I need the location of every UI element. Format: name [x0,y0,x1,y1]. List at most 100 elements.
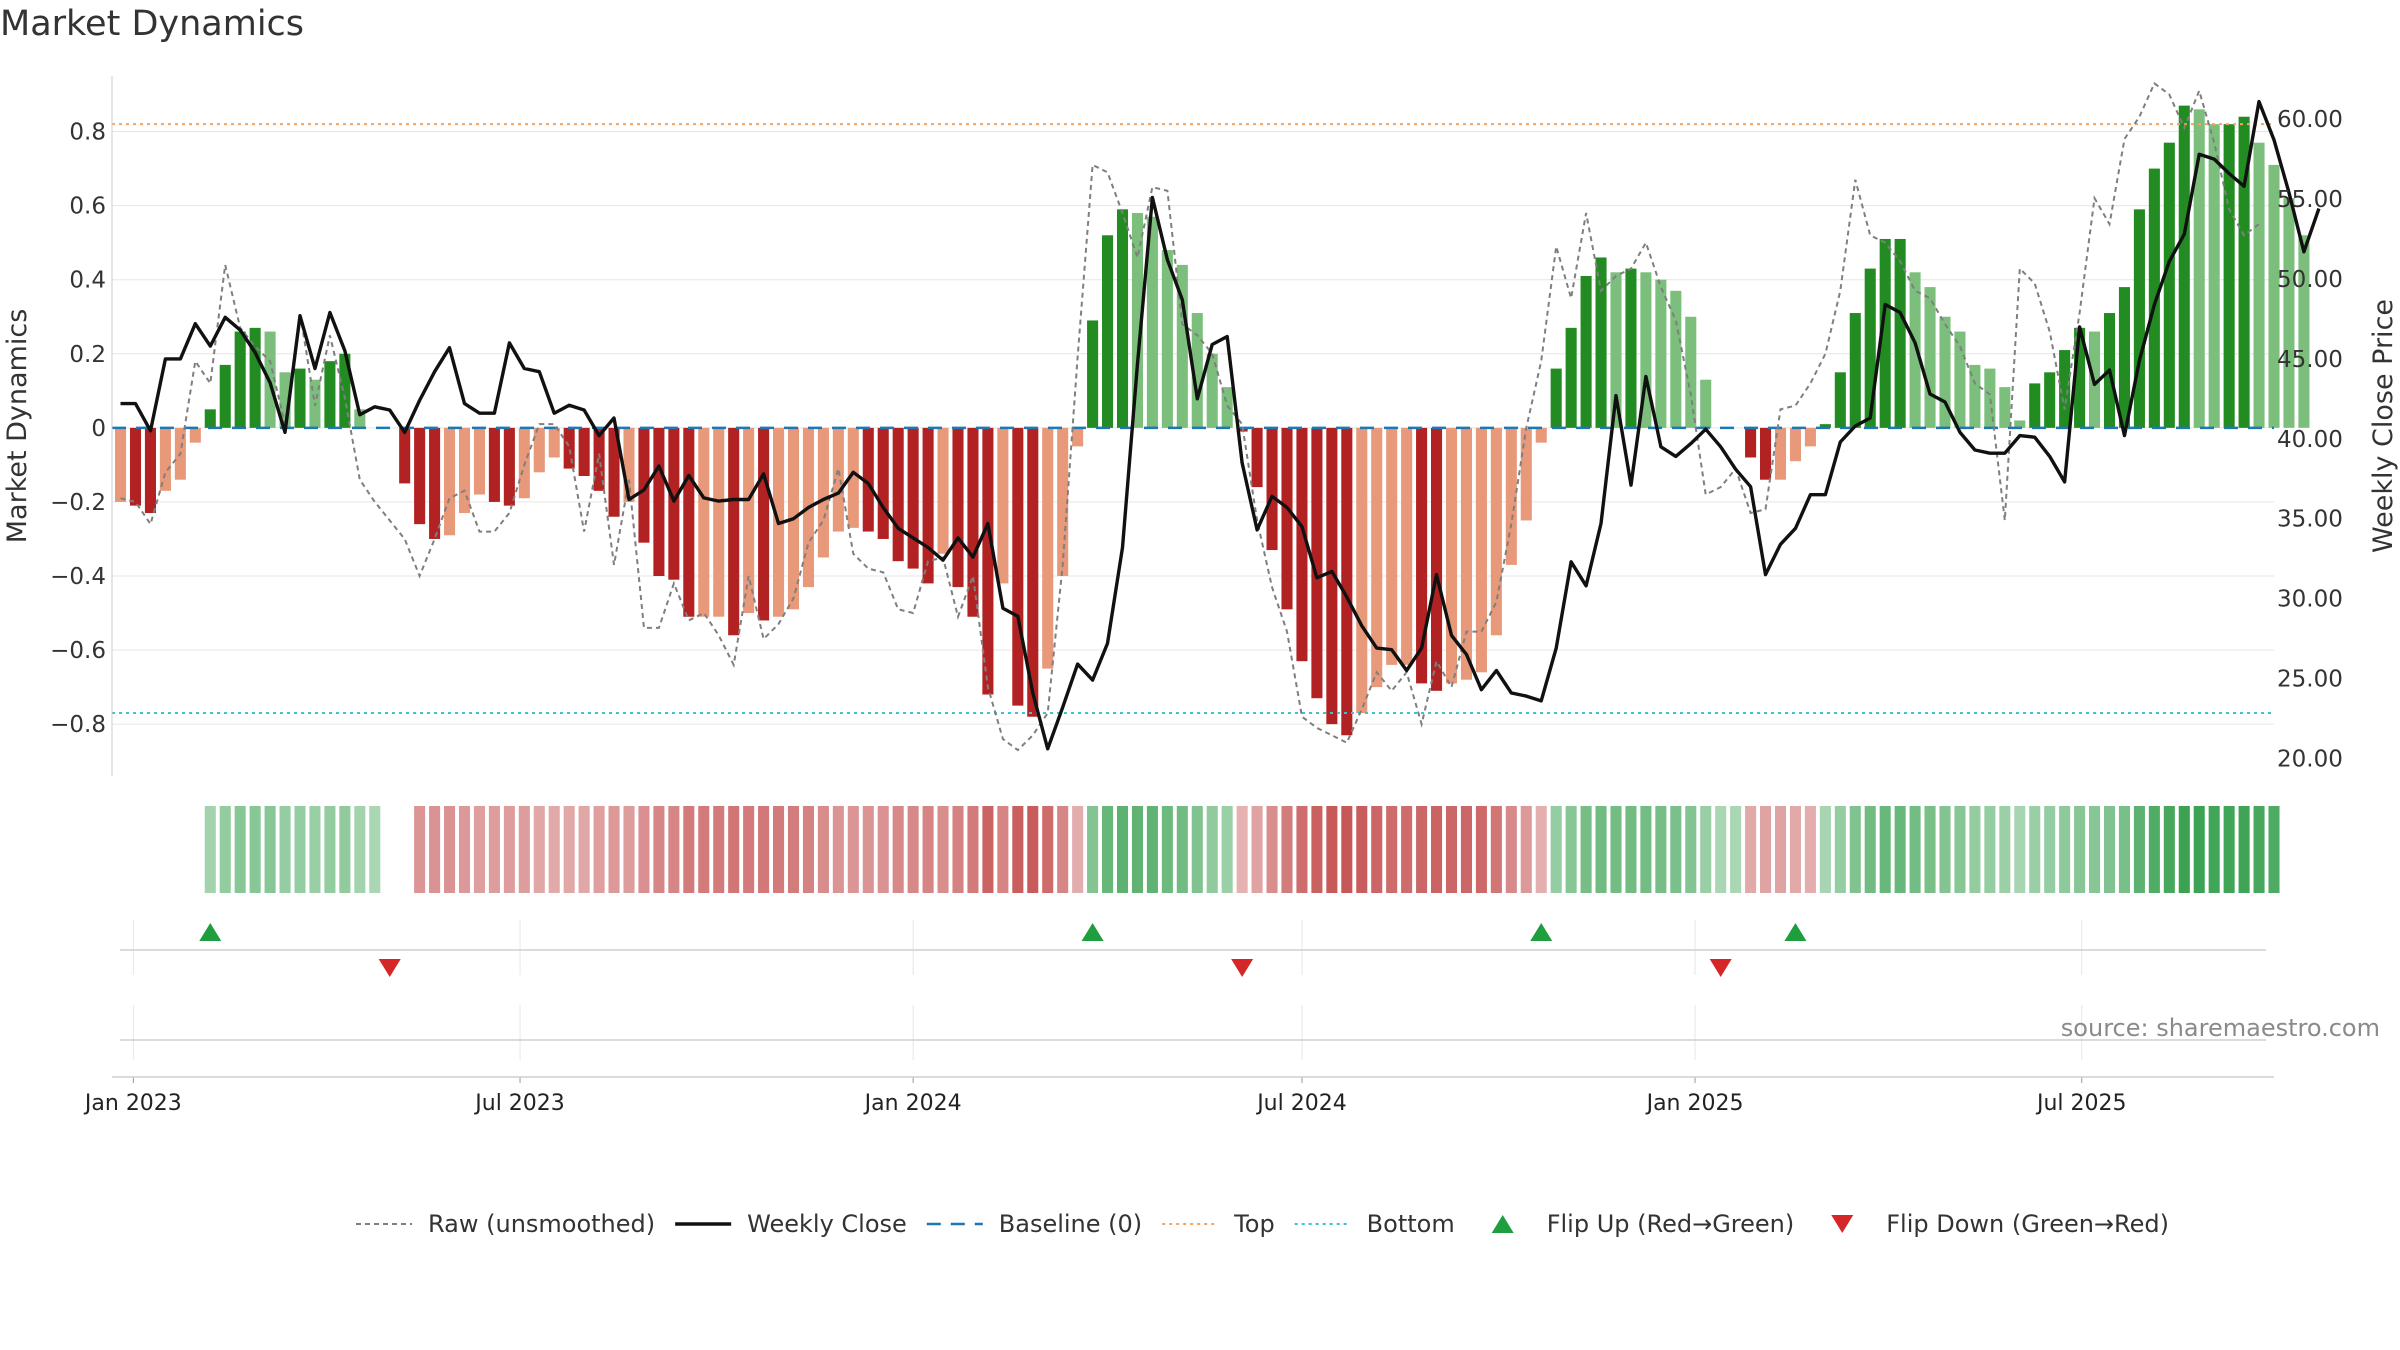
md-bar [997,427,1009,584]
md-bar [1386,427,1398,665]
heat-cell [1401,806,1413,893]
heat-cell [1116,806,1129,893]
md-bar [548,427,560,458]
heat-cell [638,806,650,893]
heat-cell [249,806,261,893]
heat-cell [2118,806,2130,893]
md-bar [713,427,725,617]
md-bar [1969,364,1981,428]
md-bar [1281,427,1293,610]
heat-cell [204,806,216,893]
x-tick-label: Jan 2025 [1645,1091,1744,1116]
md-bar [533,427,545,473]
heat-cell [1819,806,1831,893]
md-bar [1266,427,1278,551]
heat-cell [294,806,306,893]
md-bar [728,427,740,636]
legend-label: Baseline (0) [999,1210,1142,1238]
md-bar [937,427,949,554]
md-bar [1012,427,1024,706]
heat-cell [533,806,545,893]
md-bar [2074,327,2086,428]
md-bar [1176,264,1188,428]
y-right-tick-label: 60.00 [2277,107,2343,133]
md-bar [2238,116,2250,428]
heat-cell [518,806,530,893]
md-bar [1864,268,1876,428]
heat-cell [997,806,1009,893]
md-bar [2178,105,2190,428]
heat-cell [1445,806,1458,893]
legend-label: Raw (unsmoothed) [428,1210,655,1238]
md-bar [653,427,665,576]
heat-cell [1999,806,2011,893]
heat-cell [1131,806,1143,893]
heat-cell [1341,806,1353,893]
md-bar [1535,427,1547,443]
heat-cell [1221,806,1233,893]
heat-cell [892,806,904,893]
heat-cell [369,806,381,893]
heat-cell [2178,806,2190,893]
md-bar [668,427,680,580]
heat-cell [1670,806,1682,893]
legend-swatch [1831,1215,1854,1233]
md-bar [1939,316,1951,428]
md-bar [1251,427,1263,488]
heat-cell [2268,806,2280,893]
flip-up-marker [1081,923,1104,941]
source-note: source: sharemaestro.com [2060,1014,2380,1042]
md-bar [1475,427,1487,673]
y-left-tick-label: 0.6 [69,194,106,220]
y-left-axis-label: Market Dynamics [2,309,33,544]
heat-cell [1879,806,1891,893]
md-bar [473,427,485,495]
y-right-tick-label: 50.00 [2277,267,2343,293]
legend: Raw (unsmoothed) Weekly Close Baseline (0)… [356,1210,2169,1238]
flip-up-marker [1530,923,1553,941]
x-tick-label: Jan 2023 [83,1091,182,1116]
heat-cell [1640,806,1652,893]
heat-cell [2238,806,2250,893]
md-bar [1102,235,1114,428]
heat-cell [339,806,351,893]
md-bar [1909,272,1921,428]
heat-cell [578,806,590,893]
heat-cell [2089,806,2101,893]
heat-cell [1700,806,1712,893]
heat-cell [2148,806,2160,893]
heat-cell [1909,806,1921,893]
heat-cell [982,806,994,893]
heat-cell [1894,806,1906,893]
grid-layer [112,131,2274,1060]
heat-cell [952,806,964,893]
heat-cell [1326,806,1338,893]
md-bar [1595,257,1607,428]
md-bar [444,427,456,536]
md-bar [1221,387,1233,428]
heat-cell [1969,806,1981,893]
y-right-tick-label: 20.00 [2277,746,2343,772]
md-bar [458,427,471,514]
md-bar [1580,276,1592,428]
md-bar [593,427,605,491]
md-bar [2223,124,2235,428]
heat-cell [1161,806,1173,893]
md-bar [1027,427,1039,717]
heat-cell [1460,806,1472,893]
md-bar [2268,164,2280,428]
heat-cell [473,806,485,893]
y-right-tick-label: 30.00 [2277,587,2343,613]
heat-cell [264,806,276,893]
md-bar [683,427,695,617]
md-bar [144,427,156,514]
md-bar [1774,427,1787,480]
y-left-tick-label: 0.4 [69,268,106,294]
x-tick-label: Jul 2024 [1255,1091,1347,1116]
md-bar [877,427,889,539]
heat-cell [1939,806,1951,893]
weekly-close-line [120,99,2321,751]
flip-markers [112,923,2274,1078]
md-bar [414,427,426,525]
heat-cell [458,806,471,893]
